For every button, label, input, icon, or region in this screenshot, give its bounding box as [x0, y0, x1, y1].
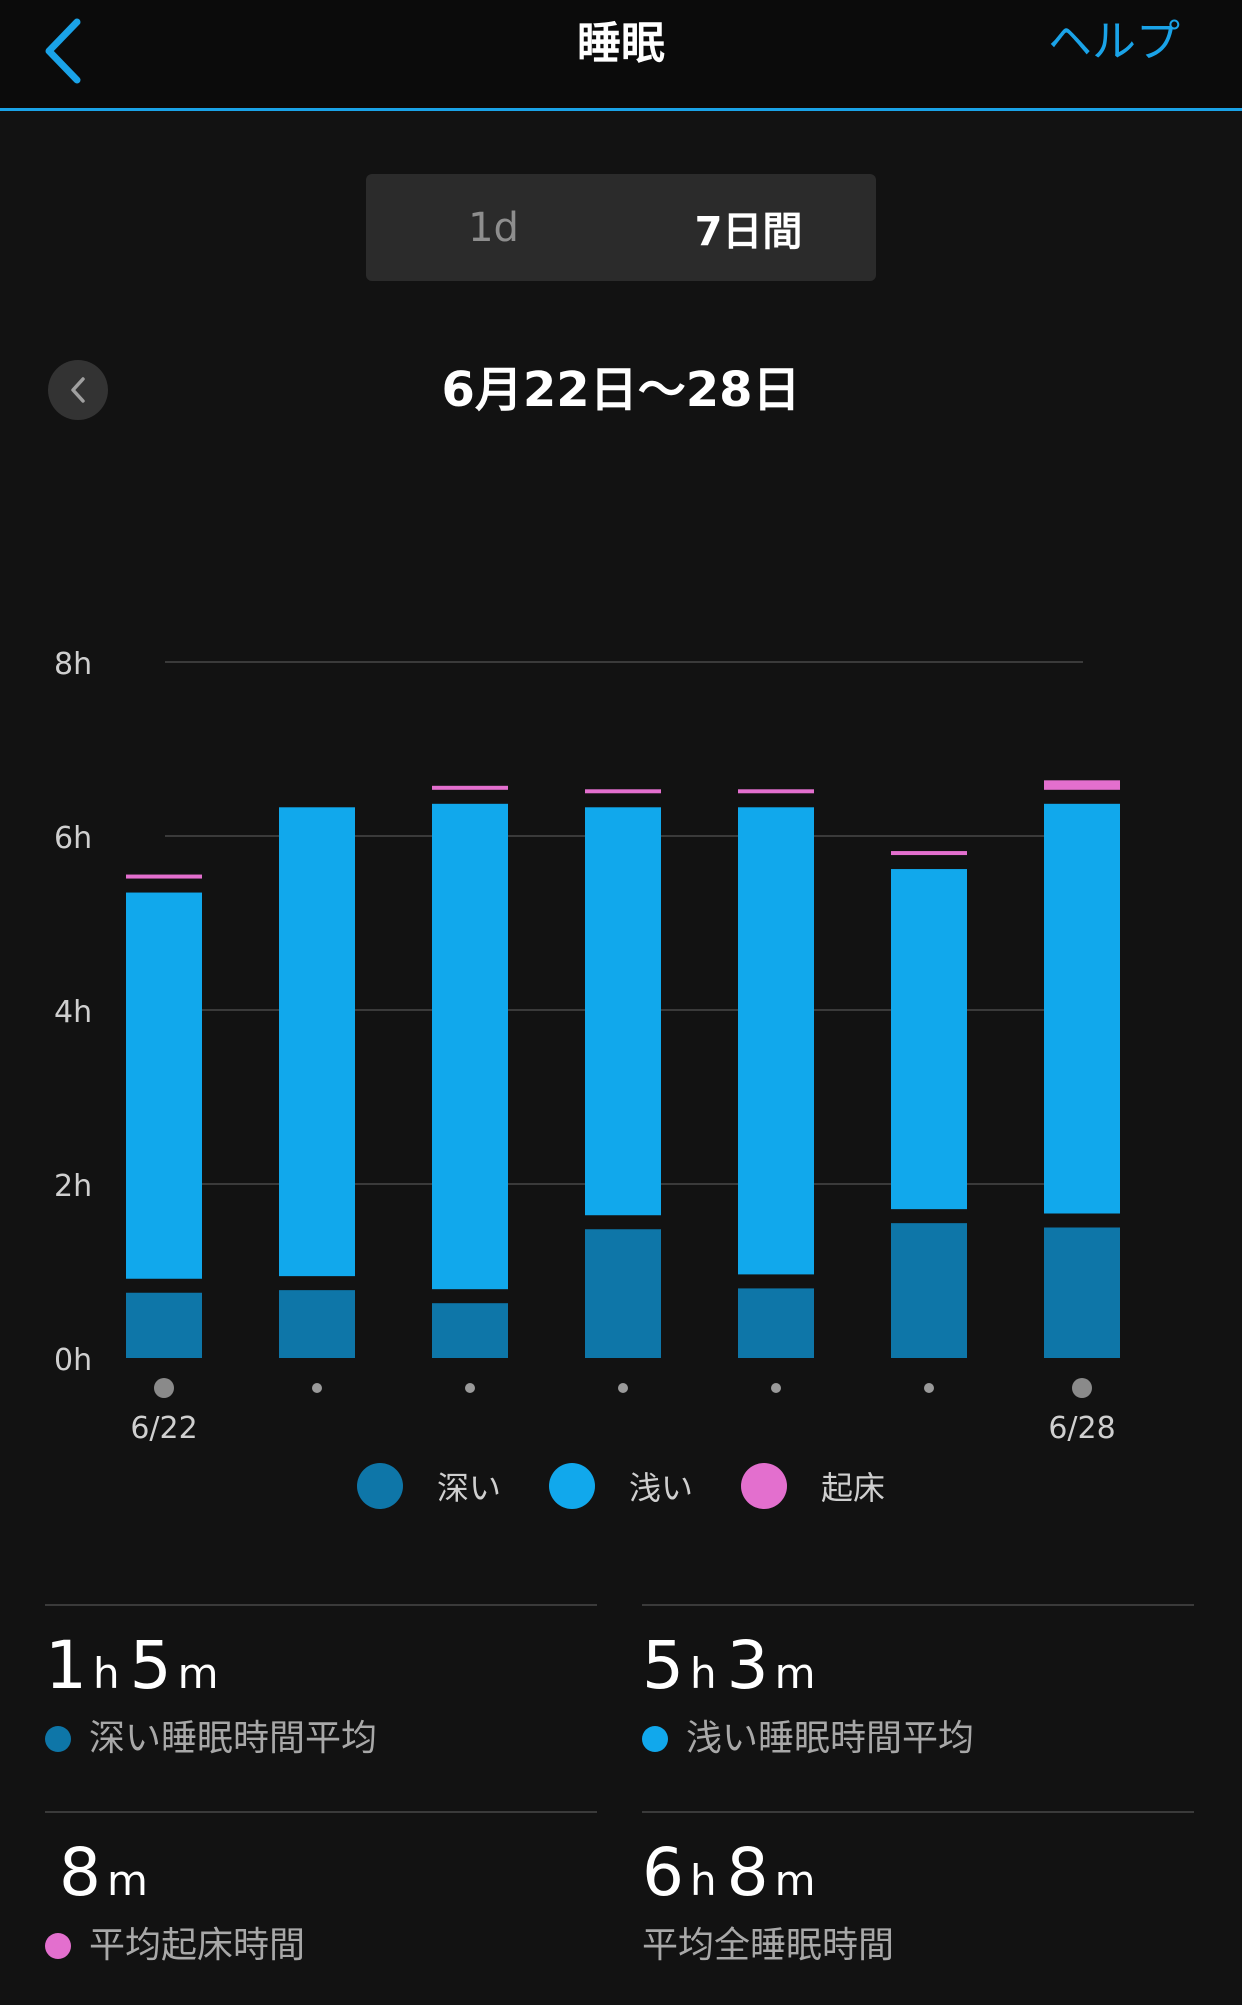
stat-dot-awake: [45, 1933, 71, 1959]
date-range-label: 6月22日〜28日: [441, 362, 801, 418]
stat-label-text: 平均起床時間: [89, 1925, 306, 1966]
y-tick-label: 6h: [54, 821, 92, 856]
x-tick-dot: [924, 1383, 934, 1393]
legend-label-awake: 起床: [821, 1469, 886, 1507]
period-tabs: 1d 7日間: [366, 174, 876, 281]
help-link[interactable]: ヘルプ: [1048, 16, 1180, 67]
stat-hours: 1: [45, 1627, 87, 1704]
stat-hours-unit: h: [93, 1649, 120, 1698]
bar-segment-awake: [432, 785, 508, 790]
chart-legend: 深い 浅い 起床: [0, 1463, 1242, 1509]
stat-label-text: 平均全睡眠時間: [642, 1925, 895, 1966]
bar-segment-light: [126, 892, 202, 1279]
bar-segment-deep: [738, 1288, 814, 1358]
legend-dot-deep: [356, 1463, 403, 1509]
x-tick-label: 6/22: [130, 1411, 197, 1446]
legend-label-light: 浅い: [628, 1469, 693, 1507]
bar-segment-awake: [1044, 780, 1120, 790]
page-title: 睡眠: [577, 18, 665, 69]
bar-segment-deep: [279, 1290, 355, 1358]
x-tick-dot: [312, 1383, 322, 1393]
bar-segment-awake: [126, 874, 202, 879]
stat-minutes: 5: [129, 1627, 172, 1704]
y-tick-label: 8h: [54, 647, 92, 682]
stat-minutes-unit: m: [177, 1649, 219, 1698]
x-tick-dot: [465, 1383, 475, 1393]
bar-segment-awake: [738, 789, 814, 794]
stat-minutes-unit: m: [774, 1649, 816, 1698]
bar-segment-deep: [126, 1292, 202, 1358]
bar-segment-deep: [432, 1303, 508, 1358]
stat-hours-unit: h: [690, 1856, 717, 1905]
sleep-stacked-bar-chart: 0h 2h 4h 6h 8h 6/22 6/28: [54, 647, 1120, 1446]
stat-label-text: 浅い睡眠時間平均: [686, 1718, 975, 1759]
bar-segment-light: [891, 869, 967, 1210]
y-tick-label: 0h: [54, 1343, 92, 1378]
x-tick-dot: [1072, 1378, 1092, 1398]
stat-minutes: 3: [726, 1627, 769, 1704]
chevron-left-icon: [45, 18, 81, 84]
stat-label: 平均全睡眠時間: [642, 1921, 1194, 1971]
tab-1d[interactable]: 1d: [468, 204, 519, 251]
bar-segment-light: [1044, 803, 1120, 1214]
back-button[interactable]: [28, 6, 98, 96]
bar-segment-light: [432, 803, 508, 1290]
legend-item-deep: 深い: [356, 1463, 501, 1509]
legend-label-deep: 深い: [436, 1469, 501, 1507]
bar-segment-deep: [891, 1223, 967, 1358]
x-tick-dot: [154, 1378, 174, 1398]
x-tick-dot: [618, 1383, 628, 1393]
bar-segment-deep: [585, 1229, 661, 1358]
chevron-left-icon: [71, 377, 85, 403]
stat-label-text: 深い睡眠時間平均: [89, 1718, 378, 1759]
legend-item-awake: 起床: [741, 1463, 885, 1509]
y-tick-label: 4h: [54, 995, 92, 1030]
bar-segment-light: [279, 807, 355, 1277]
stat-hours: 5: [642, 1627, 684, 1704]
legend-item-light: 浅い: [548, 1463, 693, 1509]
x-tick-dot: [771, 1383, 781, 1393]
previous-range-button[interactable]: [48, 360, 108, 420]
legend-dot-light: [548, 1463, 595, 1509]
stat-dot-deep: [45, 1726, 71, 1752]
stat-hours: 6: [642, 1834, 684, 1911]
stat-dot-light: [642, 1726, 668, 1752]
tab-7days[interactable]: 7日間: [694, 208, 803, 255]
legend-dot-awake: [741, 1463, 787, 1509]
bar-segment-awake: [891, 851, 967, 856]
x-tick-label: 6/28: [1048, 1411, 1115, 1446]
stat-label: 浅い睡眠時間平均: [642, 1714, 1194, 1764]
stat-minutes-unit: m: [774, 1856, 816, 1905]
top-bar: 睡眠 ヘルプ: [0, 0, 1242, 111]
stat-hours-unit: h: [690, 1649, 717, 1698]
stat-minutes: 8: [726, 1834, 769, 1911]
stat-minutes-unit: m: [107, 1856, 148, 1905]
stat-label: 平均起床時間: [45, 1921, 597, 1971]
bar-segment-light: [738, 807, 814, 1275]
stat-label: 深い睡眠時間平均: [45, 1714, 597, 1764]
bar-segment-awake: [585, 789, 661, 794]
y-tick-label: 2h: [54, 1169, 92, 1204]
stat-minutes: 8: [59, 1834, 101, 1911]
bar-segment-deep: [1044, 1227, 1120, 1358]
bar-segment-light: [585, 807, 661, 1216]
